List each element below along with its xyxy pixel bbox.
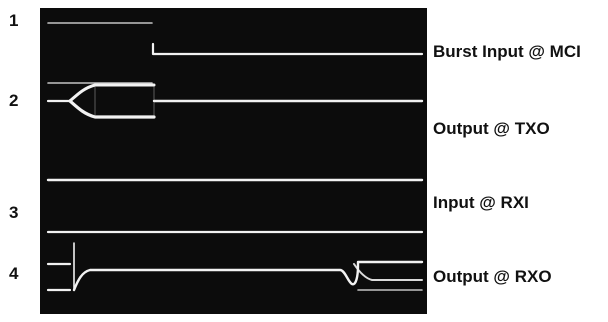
- trace-2-envelope-top: [68, 83, 156, 103]
- trace-2-envelope-bottom: [68, 99, 156, 119]
- trace-label-4: Output @ RXO: [433, 267, 552, 286]
- trace-4-upper-right-line: [353, 263, 423, 281]
- trace-label-2: Output @ TXO: [433, 119, 550, 138]
- trace-number-3: 3: [9, 203, 19, 222]
- trace-4-low-line: [72, 260, 424, 292]
- trace-number-4: 4: [9, 264, 19, 283]
- trace-1-step: [151, 42, 424, 56]
- trace-label-3: Input @ RXI: [433, 193, 529, 212]
- oscilloscope-screen: [40, 8, 427, 314]
- trace-2-envelope-fill: [94, 86, 155, 116]
- trace-number-1: 1: [9, 11, 19, 30]
- oscilloscope-traces: [46, 22, 424, 292]
- trace-number-2: 2: [9, 91, 19, 110]
- trace-4-left-marks: [46, 262, 72, 292]
- trace-label-1: Burst Input @ MCI: [433, 42, 581, 61]
